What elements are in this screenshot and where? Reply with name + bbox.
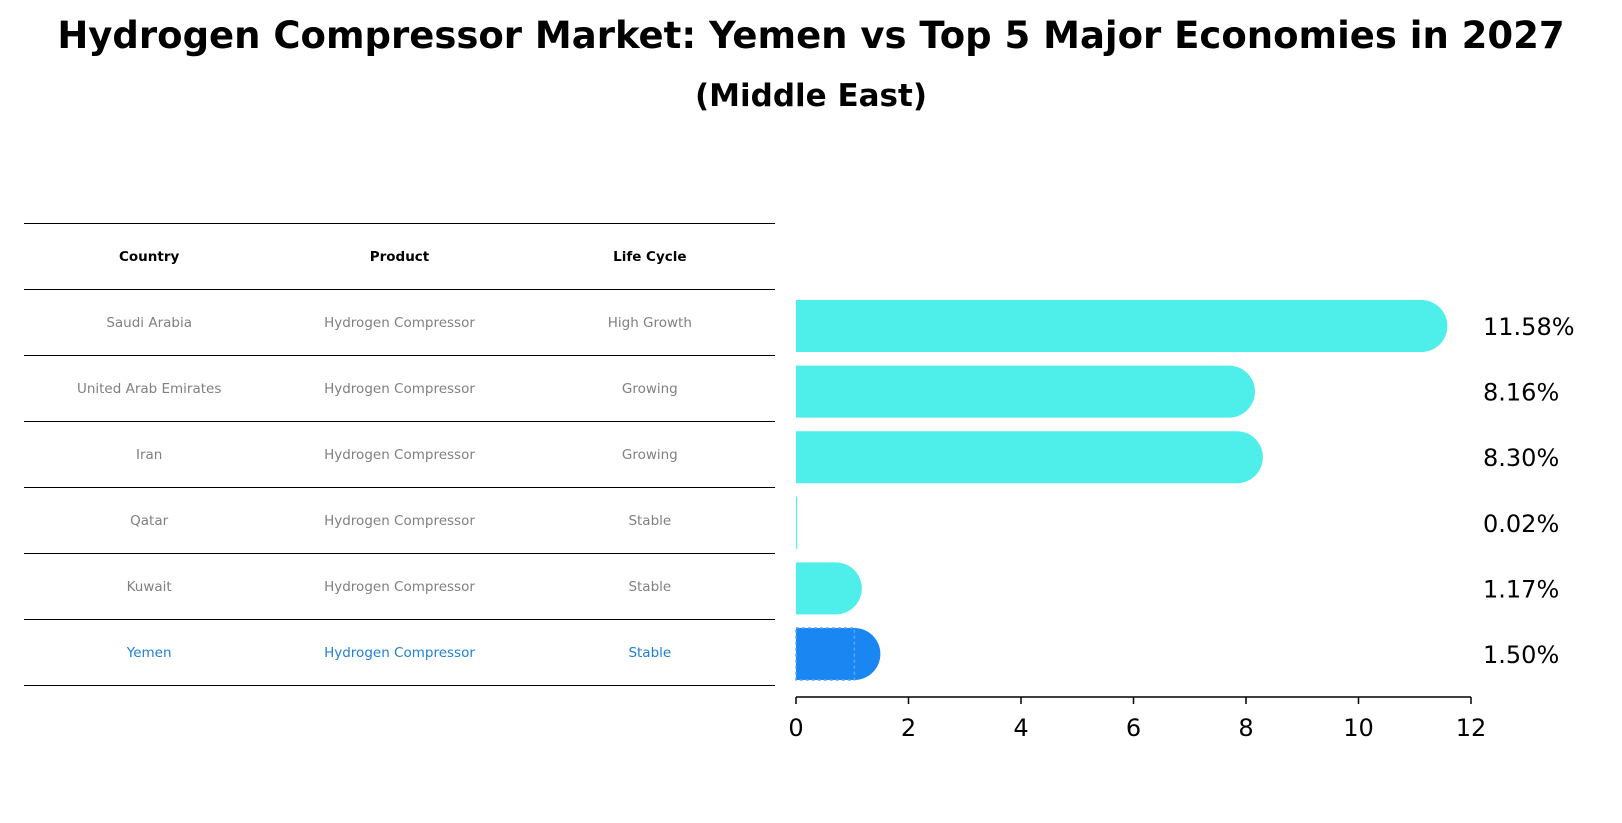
table-row: Iran Hydrogen Compressor Growing (24, 421, 775, 487)
cell-life-cycle: Stable (628, 644, 672, 661)
x-tick-label: 6 (1126, 714, 1141, 742)
x-tick-label: 10 (1343, 714, 1374, 742)
cell-product: Hydrogen Compressor (324, 644, 475, 661)
value-label: 1.17% (1483, 575, 1559, 603)
cell-product: Hydrogen Compressor (324, 314, 475, 331)
x-tick-label: 4 (1013, 714, 1028, 742)
chart-title: Hydrogen Compressor Market: Yemen vs Top… (57, 14, 1565, 57)
table-row: United Arab Emirates Hydrogen Compressor… (24, 355, 775, 421)
cell-country: Iran (135, 446, 163, 463)
bar-highlight-outline (795, 627, 856, 681)
x-tick-label: 12 (1456, 714, 1487, 742)
cell-life-cycle: Stable (628, 578, 672, 595)
value-label: 8.16% (1483, 379, 1559, 407)
cell-product: Hydrogen Compressor (324, 578, 475, 595)
bar-qatar (796, 496, 798, 549)
bar-iran (796, 431, 1263, 484)
chart-subtitle: (Middle East) (694, 78, 927, 114)
data-table: Country Product Life Cycle Saudi Arabia … (24, 223, 775, 686)
table-row: Saudi Arabia Hydrogen Compressor High Gr… (24, 289, 775, 355)
cell-product: Hydrogen Compressor (324, 512, 475, 529)
value-label: 0.02% (1483, 510, 1559, 538)
value-label: 11.58% (1483, 313, 1575, 341)
header-product: Product (369, 248, 430, 265)
bar-united-arab-emirates (796, 365, 1255, 418)
bar-kuwait (796, 562, 862, 615)
cell-life-cycle: Growing (621, 380, 678, 397)
x-tick-label: 8 (1238, 714, 1253, 742)
table-row: Qatar Hydrogen Compressor Stable (24, 487, 775, 553)
x-tick-label: 2 (901, 714, 916, 742)
cell-product: Hydrogen Compressor (324, 380, 475, 397)
table-row-highlight: Yemen Hydrogen Compressor Stable (24, 619, 775, 686)
x-tick-label: 0 (788, 714, 803, 742)
cell-life-cycle: High Growth (607, 314, 692, 331)
bar-saudi-arabia (796, 300, 1448, 352)
table-row: Kuwait Hydrogen Compressor Stable (24, 553, 775, 619)
bar-yemen (796, 628, 881, 680)
header-life-cycle: Life Cycle (613, 248, 687, 265)
cell-country: Qatar (130, 512, 169, 529)
cell-country: Yemen (126, 644, 172, 661)
cell-country: Kuwait (126, 578, 172, 595)
value-label: 1.50% (1483, 641, 1559, 669)
header-country: Country (119, 248, 180, 265)
cell-life-cycle: Stable (628, 512, 672, 529)
cell-country: United Arab Emirates (76, 380, 222, 397)
value-label: 8.30% (1483, 444, 1559, 472)
table-header-row: Country Product Life Cycle (24, 223, 775, 289)
cell-country: Saudi Arabia (106, 314, 192, 331)
cell-life-cycle: Growing (621, 446, 678, 463)
cell-product: Hydrogen Compressor (324, 446, 475, 463)
